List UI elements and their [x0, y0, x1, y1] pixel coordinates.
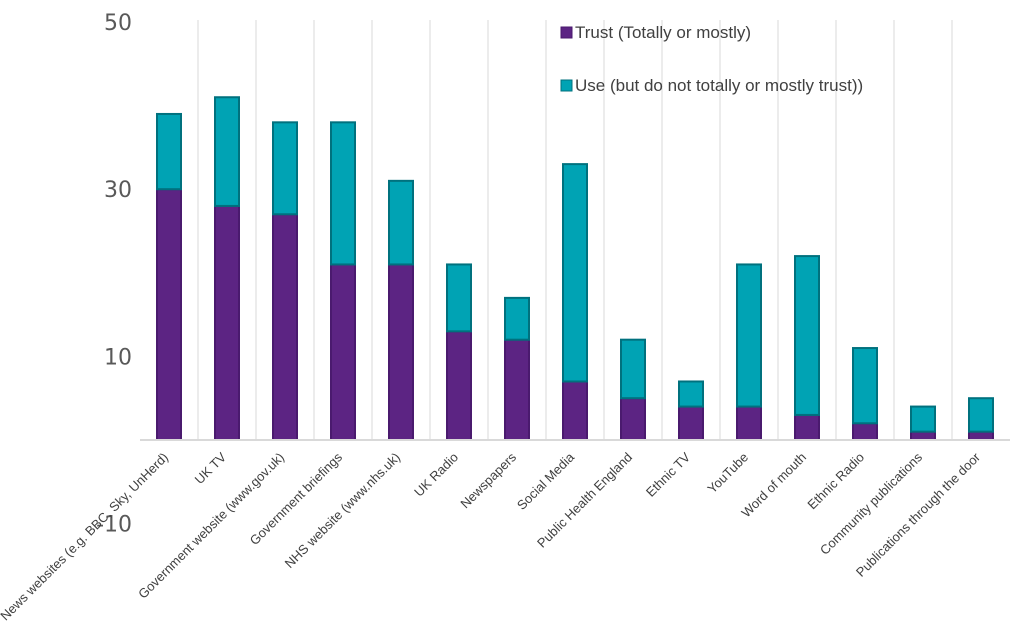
bar-use	[504, 296, 530, 341]
x-tick-label: Ethnic TV	[643, 449, 694, 500]
bar-trust	[272, 213, 298, 441]
x-tick-label: NHS website (www.nhs.uk)	[282, 450, 403, 571]
bar-trust	[620, 397, 646, 442]
x-tick-label: Community publications	[817, 449, 926, 558]
legend-swatch	[560, 79, 573, 92]
bar-use	[156, 112, 182, 191]
bar-trust	[446, 330, 472, 442]
bar-use	[852, 347, 878, 425]
bar-trust	[852, 422, 878, 441]
bar-trust	[504, 338, 530, 441]
bars	[156, 96, 994, 442]
bar-trust	[736, 405, 762, 441]
bar-use	[388, 179, 414, 266]
bar-trust	[330, 263, 356, 441]
bar-trust	[156, 188, 182, 441]
y-tick-label: 50	[104, 11, 132, 36]
bar-use	[620, 338, 646, 400]
legend-swatch	[560, 26, 573, 39]
legend-label: Use (but do not totally or mostly trust)…	[575, 76, 863, 95]
x-tick-label: UK Radio	[411, 450, 461, 500]
bar-trust	[794, 413, 820, 442]
x-tick-label: YouTube	[704, 450, 751, 497]
x-tick-label: Newspapers	[457, 449, 519, 511]
bar-use	[968, 397, 994, 433]
x-tick-label: UK TV	[192, 449, 230, 487]
bar-trust	[968, 430, 994, 442]
y-tick-label: 30	[104, 178, 132, 203]
bar-use	[910, 405, 936, 433]
x-tick-label: Ethnic Radio	[804, 450, 867, 513]
bar-use	[272, 121, 298, 216]
x-tick-label: Social Media	[514, 449, 578, 513]
bar-use	[446, 263, 472, 333]
bar-use	[736, 263, 762, 408]
y-axis-ticks: -10 10 30 50	[96, 11, 132, 538]
legend-label: Trust (Totally or mostly)	[575, 23, 751, 42]
bar-use	[214, 96, 240, 207]
bar-use	[678, 380, 704, 408]
bar-use	[794, 255, 820, 416]
y-tick-label: -10	[96, 513, 132, 538]
bar-trust	[562, 380, 588, 442]
bar-use	[562, 163, 588, 383]
bar-trust	[388, 263, 414, 441]
x-tick-label: Public Health England	[534, 450, 635, 551]
bar-use	[330, 121, 356, 266]
x-tick-label: Publications through the door	[853, 449, 984, 580]
legend: Trust (Totally or mostly) Use (but do not…	[560, 23, 863, 95]
bar-trust	[214, 204, 240, 441]
bar-trust	[910, 430, 936, 442]
bar-trust	[678, 405, 704, 441]
x-axis-ticks: News websites (e.g. BBC, Sky, UnHerd) UK …	[0, 449, 984, 623]
y-tick-label: 10	[104, 345, 132, 370]
gridlines	[197, 20, 953, 440]
